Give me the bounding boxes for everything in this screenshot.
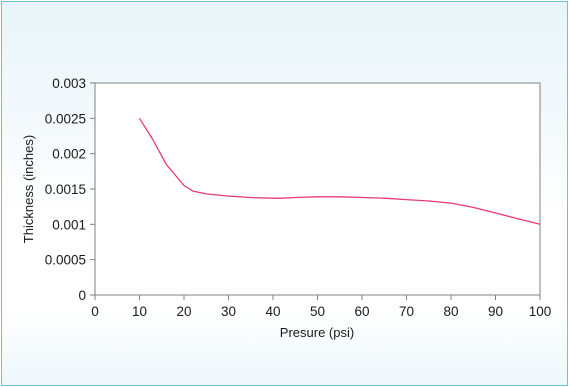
x-tick-label: 10 <box>132 304 147 319</box>
y-axis: 0 0.0005 0.001 0.0015 0.002 0.0025 0.003 <box>45 76 95 303</box>
x-tick-label: 60 <box>354 304 369 319</box>
x-axis: 0 10 20 30 40 50 60 70 80 90 100 <box>91 295 551 319</box>
x-tick-label: 40 <box>265 304 280 319</box>
x-axis-title: Presure (psi) <box>280 325 354 340</box>
y-tick-label: 0.0015 <box>45 182 86 197</box>
x-tick-label: 80 <box>443 304 458 319</box>
y-tick-label: 0.0005 <box>45 253 86 268</box>
y-tick-label: 0.002 <box>52 147 86 162</box>
series-layer <box>138 117 541 225</box>
series-line <box>138 117 541 225</box>
x-tick-label: 90 <box>488 304 503 319</box>
y-tick-label: 0.001 <box>52 217 86 232</box>
y-tick-label: 0.003 <box>52 76 86 91</box>
y-axis-title: Thickness (inches) <box>21 135 36 243</box>
x-tick-label: 20 <box>176 304 191 319</box>
x-tick-label: 100 <box>529 304 552 319</box>
x-tick-label: 30 <box>221 304 236 319</box>
x-tick-label: 50 <box>310 304 325 319</box>
x-tick-label: 0 <box>91 304 99 319</box>
y-tick-label: 0.0025 <box>45 111 86 126</box>
y-tick-label: 0 <box>78 288 86 303</box>
x-tick-label: 70 <box>399 304 414 319</box>
plot-area <box>94 82 541 296</box>
